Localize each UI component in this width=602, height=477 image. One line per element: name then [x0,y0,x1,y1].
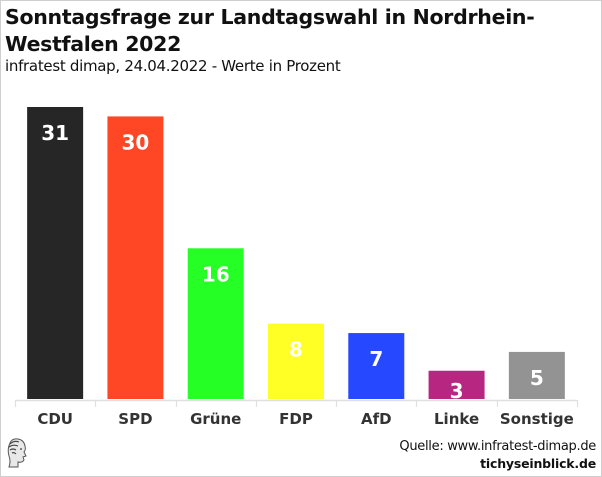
data-label: 30 [122,130,150,154]
data-label: 5 [530,366,544,390]
category-label: CDU [37,410,73,428]
category-label: Linke [434,410,479,428]
data-label: 8 [289,338,303,362]
data-label: 16 [202,262,230,286]
category-label: AfD [361,410,392,428]
category-label: FDP [279,410,313,428]
bar-fdp [268,323,324,399]
classical-head-logo-icon [6,437,28,469]
bar-linke [428,370,485,399]
data-label: 7 [369,347,383,371]
chart-title: Sonntagsfrage zur Landtagswahl in Nordrh… [5,5,535,56]
bar-afd [348,333,405,399]
chart-subtitle: infratest dimap, 24.04.2022 - Werte in P… [5,57,341,75]
source-note: Quelle: www.infratest-dimap.de [399,439,596,454]
bar-sonstige [508,351,565,399]
category-label: SPD [118,410,152,428]
data-label: 3 [450,379,464,403]
bar-cdu [27,107,84,399]
bar-grüne [187,248,244,399]
data-label: 31 [41,121,69,145]
category-label: Grüne [190,410,241,428]
bar-spd [107,116,164,399]
brand-name: tichyseinblick.de [480,456,596,471]
category-label: Sonstige [500,410,574,428]
